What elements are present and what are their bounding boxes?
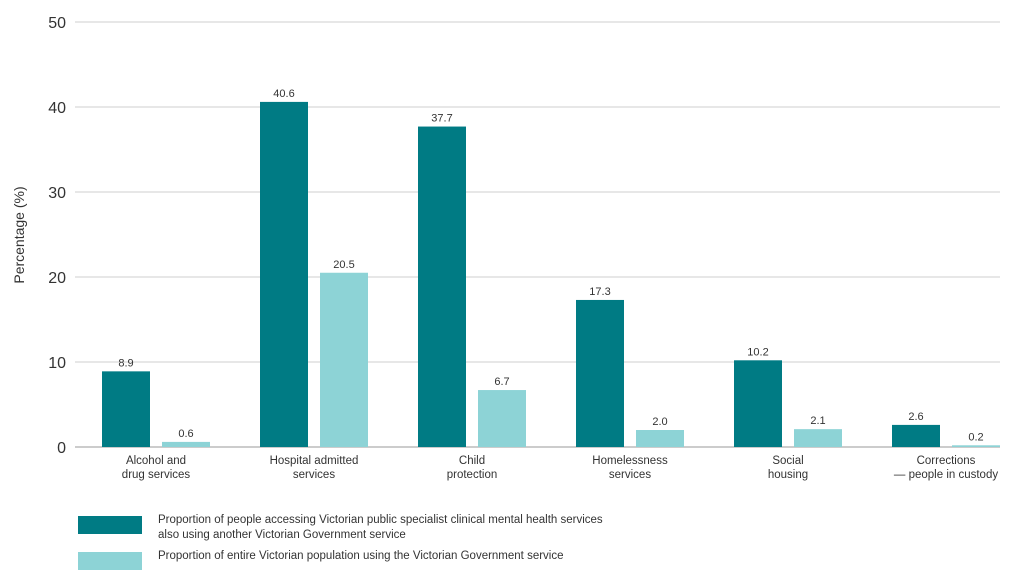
- bar-series-1: [892, 424, 940, 447]
- y-tick-label: 0: [57, 440, 66, 457]
- data-label: 0.6: [178, 428, 193, 440]
- category-label: Alcohol and: [126, 455, 186, 467]
- data-label: 2.6: [908, 411, 923, 423]
- bar-series-2: [478, 390, 526, 447]
- data-label: 2.1: [810, 415, 825, 427]
- gridlines: [75, 21, 1000, 448]
- bars: [102, 101, 1000, 448]
- bar-series-1: [260, 101, 308, 448]
- y-axis-ticks: 0 10 20 30 40 50: [48, 15, 66, 457]
- bar-series-2: [952, 445, 1000, 447]
- y-axis-label: Percentage (%): [11, 186, 27, 283]
- y-tick-label: 50: [48, 15, 66, 32]
- category-label: services: [609, 469, 651, 481]
- x-axis-categories: Alcohol and drug services Hospital admitte…: [122, 455, 999, 481]
- legend-item-series-1: Proportion of people accessing Victorian…: [78, 513, 998, 543]
- category-label: — people in custody: [894, 469, 998, 481]
- legend-swatch-series-2: [78, 552, 142, 570]
- category-label: housing: [768, 469, 808, 481]
- legend-label-series-1: Proportion of people accessing Victorian…: [158, 513, 858, 543]
- data-labels: 8.9 40.6 37.7 17.3 10.2 2.6 0.6 20.5 6.7 2.0 2.1 0.…: [118, 88, 983, 443]
- y-tick-label: 20: [48, 270, 66, 287]
- bar-series-2: [162, 441, 210, 447]
- legend: Proportion of people accessing Victorian…: [78, 513, 998, 576]
- data-label: 8.9: [118, 357, 133, 369]
- bar-chart: 0 10 20 30 40 50 Percentage (%) 8.9 40.6 37.7 17…: [11, 15, 1000, 481]
- category-label: drug services: [122, 469, 191, 481]
- data-label: 17.3: [589, 286, 610, 298]
- category-label: services: [293, 469, 335, 481]
- data-label: 20.5: [333, 259, 354, 271]
- legend-swatch-series-1: [78, 516, 142, 534]
- bar-series-2: [636, 430, 684, 447]
- y-tick-label: 30: [48, 185, 66, 202]
- bar-series-2: [320, 272, 368, 447]
- legend-item-series-2: Proportion of entire Victorian populatio…: [78, 549, 998, 570]
- legend-label-series-2: Proportion of entire Victorian populatio…: [158, 549, 858, 564]
- data-label: 10.2: [747, 346, 768, 358]
- legend-label-line: Proportion of people accessing Victorian…: [158, 514, 603, 526]
- data-label: 37.7: [431, 113, 452, 125]
- legend-label-line: also using another Victorian Government …: [158, 529, 406, 541]
- category-label: Hospital admitted: [270, 455, 359, 467]
- data-label: 2.0: [652, 416, 667, 428]
- legend-label-line: Proportion of entire Victorian populatio…: [158, 550, 564, 562]
- category-label: Homelessness: [592, 455, 668, 467]
- bar-series-2: [794, 429, 842, 447]
- data-label: 0.2: [968, 431, 983, 443]
- y-tick-label: 10: [48, 355, 66, 372]
- category-label: Child: [459, 455, 485, 467]
- data-label: 40.6: [273, 88, 294, 100]
- category-label: Social: [772, 455, 803, 467]
- data-label: 6.7: [494, 376, 509, 388]
- bar-series-1: [102, 371, 150, 447]
- bar-series-1: [418, 126, 466, 448]
- y-tick-label: 40: [48, 100, 66, 117]
- category-label: Corrections: [917, 455, 976, 467]
- category-label: protection: [447, 469, 498, 481]
- bar-series-1: [576, 299, 624, 447]
- bar-series-1: [734, 360, 782, 447]
